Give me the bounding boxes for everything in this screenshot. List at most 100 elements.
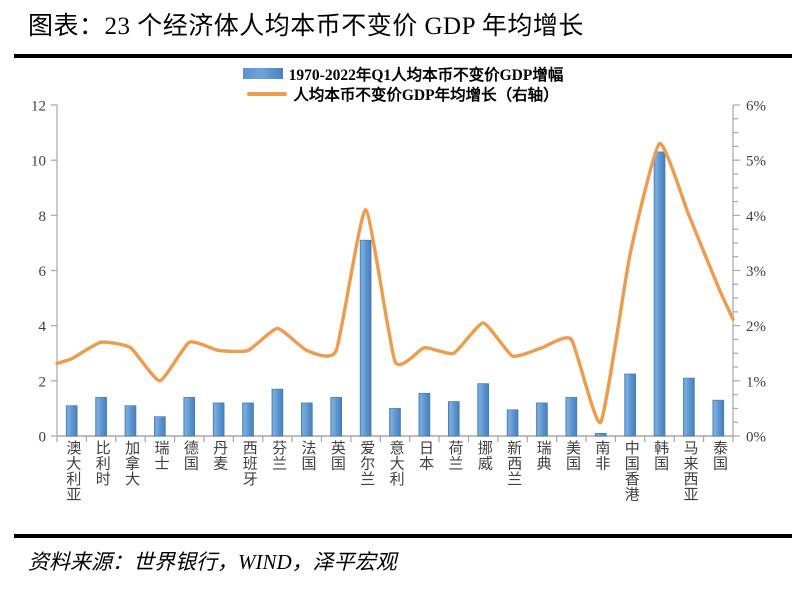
x-axis-labels: 澳大利亚 比利时 加拿大 瑞士 德国 丹麦 西班牙 芬兰 法国 英国 爱尔兰 意大利 日本 荷兰 挪威 新西兰…	[57, 440, 733, 540]
x-axis-label-cell: 日本	[410, 440, 439, 540]
title-divider	[14, 54, 792, 58]
svg-text:4: 4	[39, 319, 47, 335]
svg-text:6: 6	[39, 264, 47, 280]
svg-text:12: 12	[31, 100, 46, 115]
source-note: 资料来源：世界银行，WIND，泽平宏观	[28, 550, 397, 574]
svg-text:10: 10	[31, 154, 46, 170]
svg-text:2%: 2%	[746, 319, 766, 335]
x-axis-label-cell: 新西兰	[498, 440, 527, 540]
bar	[183, 397, 196, 437]
bar	[124, 405, 137, 437]
x-axis-label: 瑞士	[152, 440, 169, 471]
x-axis-label: 瑞典	[534, 440, 551, 471]
x-axis-label-cell: 瑞士	[145, 440, 174, 540]
x-axis-label: 荷兰	[446, 440, 463, 471]
bar	[506, 409, 519, 437]
x-axis-label-cell: 南非	[586, 440, 615, 540]
x-axis-label: 中国香港	[622, 440, 639, 502]
svg-text:0%: 0%	[746, 430, 766, 446]
svg-text:8: 8	[39, 209, 47, 225]
bar	[359, 239, 372, 437]
x-axis-label: 挪威	[475, 440, 492, 471]
bar-series	[65, 151, 725, 437]
legend-line-label: 人均本币不变价GDP年均增长（右轴）	[293, 86, 559, 104]
bar	[653, 151, 666, 437]
x-axis-label-cell: 法国	[292, 440, 321, 540]
bar	[271, 388, 284, 437]
x-axis-label: 新西兰	[505, 440, 522, 487]
x-axis-label-cell: 荷兰	[439, 440, 468, 540]
x-axis-label-cell: 澳大利亚	[57, 440, 86, 540]
x-axis-label-cell: 泰国	[704, 440, 733, 540]
x-axis-label: 丹麦	[211, 440, 228, 471]
bar	[712, 399, 725, 437]
bar	[565, 397, 578, 437]
x-axis-label-cell: 爱尔兰	[351, 440, 380, 540]
x-axis-label: 澳大利亚	[64, 440, 81, 502]
x-axis-label: 泰国	[710, 440, 727, 471]
x-axis-label: 韩国	[652, 440, 669, 471]
bar	[624, 373, 636, 437]
svg-text:2: 2	[39, 374, 47, 390]
bar	[594, 432, 607, 437]
y-axis-right: 0% 1% 2% 3% 4% 5% 6%	[732, 100, 766, 446]
svg-text:3%: 3%	[746, 264, 766, 280]
x-axis-label: 加拿大	[123, 440, 140, 487]
x-axis-label-cell: 西班牙	[233, 440, 262, 540]
bar	[536, 402, 548, 437]
legend-line-swatch-icon	[247, 91, 288, 96]
x-axis-label: 意大利	[387, 440, 404, 487]
line-series	[55, 141, 735, 424]
bar	[212, 402, 225, 437]
x-axis-label: 日本	[417, 440, 434, 471]
x-axis-label-cell: 德国	[175, 440, 204, 540]
bar	[389, 408, 401, 437]
svg-text:4%: 4%	[746, 209, 766, 225]
title-block: 图表：23 个经济体人均本币不变价 GDP 年均增长	[0, 0, 806, 62]
x-axis-label: 英国	[328, 440, 345, 471]
y-axis-left: 0 2 4 6 8 10 12	[31, 100, 58, 446]
footer-divider	[14, 534, 792, 538]
svg-text:1%: 1%	[746, 374, 766, 390]
bar	[65, 405, 78, 437]
x-axis-label-cell: 加拿大	[116, 440, 145, 540]
svg-text:5%: 5%	[746, 154, 766, 170]
x-axis-label-cell: 比利时	[86, 440, 115, 540]
x-axis-label-cell: 丹麦	[204, 440, 233, 540]
legend-item-bar: 1970-2022年Q1人均本币不变价GDP增幅	[242, 64, 564, 84]
bar	[418, 392, 431, 437]
x-axis-label-cell: 韩国	[645, 440, 674, 540]
bar	[330, 397, 343, 437]
bar	[477, 383, 489, 437]
x-axis-label: 美国	[563, 440, 580, 471]
legend-item-line: 人均本币不变价GDP年均增长（右轴）	[247, 84, 559, 104]
x-axis-label: 马来西亚	[681, 440, 698, 502]
x-axis-label: 爱尔兰	[358, 440, 375, 487]
x-axis-label: 西班牙	[240, 440, 257, 487]
x-axis-label-cell: 意大利	[380, 440, 409, 540]
plot-area: 0 2 4 6 8 10 12 0% 1% 2% 3% 4% 5% 6%	[0, 100, 806, 445]
svg-text:0: 0	[39, 430, 47, 446]
chart-legend: 1970-2022年Q1人均本币不变价GDP增幅 人均本币不变价GDP年均增长（…	[0, 64, 806, 104]
x-axis-label: 芬兰	[270, 440, 287, 471]
legend-bar-label: 1970-2022年Q1人均本币不变价GDP增幅	[288, 66, 564, 84]
x-axis-label: 南非	[593, 440, 610, 471]
x-axis-label: 法国	[299, 440, 316, 471]
bar	[447, 401, 460, 437]
x-axis-label-cell: 中国香港	[615, 440, 644, 540]
x-axis-label-cell: 美国	[557, 440, 586, 540]
x-axis-label-cell: 芬兰	[263, 440, 292, 540]
svg-text:6%: 6%	[746, 100, 766, 115]
x-axis-label-cell: 挪威	[468, 440, 497, 540]
bar	[95, 397, 107, 437]
legend-bar-swatch-icon	[242, 68, 283, 79]
x-axis-label-cell: 瑞典	[527, 440, 556, 540]
bar	[242, 402, 254, 437]
chart-svg: 0 2 4 6 8 10 12 0% 1% 2% 3% 4% 5% 6%	[31, 100, 766, 446]
x-axis-label-cell: 马来西亚	[674, 440, 703, 540]
bar	[683, 377, 695, 437]
x-axis-label: 比利时	[93, 440, 110, 487]
page-title: 图表：23 个经济体人均本币不变价 GDP 年均增长	[28, 13, 584, 40]
x-axis-label-cell: 英国	[322, 440, 351, 540]
